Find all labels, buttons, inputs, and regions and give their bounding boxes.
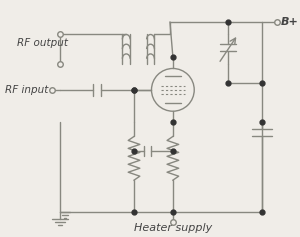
- Text: RF input: RF input: [5, 85, 48, 95]
- Text: B+: B+: [281, 17, 298, 27]
- Text: RF output: RF output: [17, 38, 68, 48]
- Text: Heater supply: Heater supply: [134, 223, 212, 233]
